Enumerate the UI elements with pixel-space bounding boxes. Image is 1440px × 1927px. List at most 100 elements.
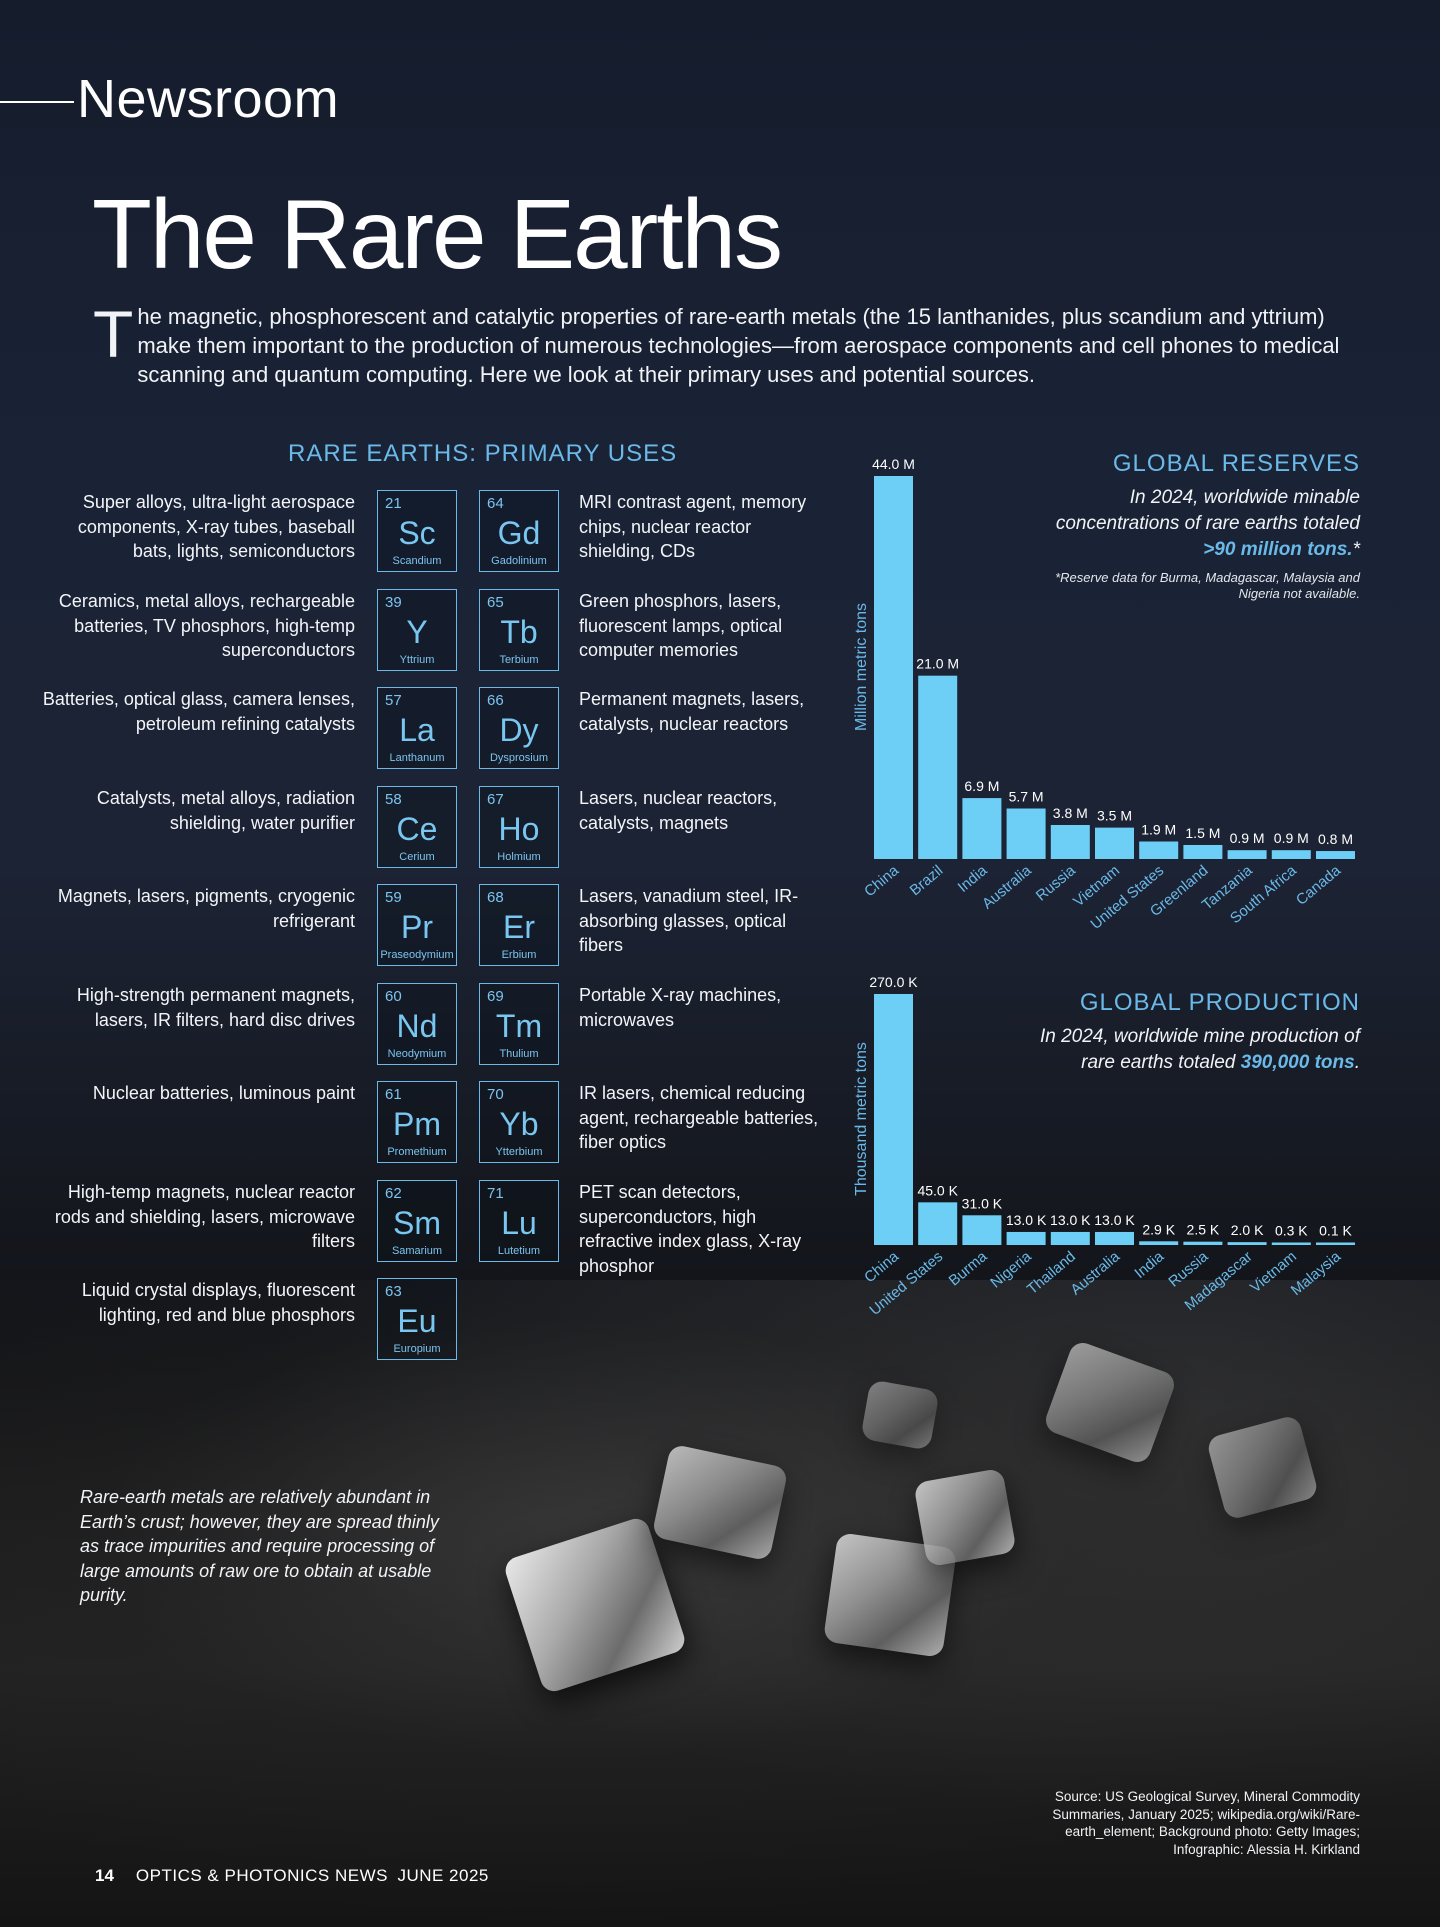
bar-thailand <box>1050 1231 1090 1244</box>
element-name: Gadolinium <box>491 555 547 567</box>
element-use-left-5: High-strength permanent magnets, lasers,… <box>76 985 355 1030</box>
element-use-right-5: Portable X-ray machines, microwaves <box>579 985 782 1030</box>
element-use-right-7: PET scan detectors, superconductors, hig… <box>579 1182 802 1276</box>
data-label: 0.3 K <box>1275 1223 1308 1239</box>
background-photo-sand <box>0 1280 1440 1927</box>
section-label: Newsroom <box>77 69 340 129</box>
metal-nugget-4 <box>913 1467 1017 1568</box>
bar-canada <box>1316 851 1355 858</box>
bar-india <box>1139 1241 1179 1244</box>
element-number: 58 <box>385 791 402 808</box>
element-name: Holmium <box>497 851 541 863</box>
element-number: 69 <box>487 988 504 1005</box>
bar-russia <box>1050 825 1090 858</box>
element-name: Samarium <box>391 1245 443 1257</box>
element-tile-left-0: 21 Sc Scandium <box>377 490 457 572</box>
element-number: 57 <box>385 692 402 709</box>
element-symbol: Lu <box>501 1205 537 1241</box>
data-label: 270.0 K <box>869 974 918 990</box>
reserves-heading: GLOBAL RESERVES <box>1112 450 1360 477</box>
element-tile-right-3: 67 Ho Holmium <box>479 786 559 868</box>
uses-heading: RARE EARTHS: PRIMARY USES <box>288 440 678 467</box>
element-name: Promethium <box>387 1146 447 1158</box>
bar-united-states <box>918 1202 958 1244</box>
element-number: 70 <box>487 1086 504 1103</box>
category-label: Brazil <box>907 862 947 899</box>
data-label: 3.5 M <box>1097 808 1132 824</box>
y-axis-label: Thousand metric tons <box>853 1042 870 1196</box>
element-symbol: Ho <box>498 811 540 847</box>
data-label: 0.9 M <box>1230 830 1265 846</box>
element-symbol: Tm <box>495 1008 543 1044</box>
bar-india <box>962 798 1002 858</box>
bar-china <box>874 476 913 858</box>
reserves-summary-text: In 2024, worldwide minable concentration… <box>1055 487 1360 534</box>
publication-name: OPTICS & PHOTONICS NEWS <box>135 1866 388 1885</box>
element-name: Erbium <box>501 949 537 961</box>
element-number: 68 <box>487 889 504 906</box>
element-number: 67 <box>487 791 504 808</box>
element-tile-right-5: 69 Tm Thulium <box>479 983 559 1065</box>
category-label: Australia <box>1067 1248 1123 1299</box>
element-tile-left-5: 60 Nd Neodymium <box>377 983 457 1065</box>
element-use-right-3: Lasers, nuclear reactors, catalysts, mag… <box>579 788 778 833</box>
element-symbol: Yb <box>499 1106 539 1142</box>
production-summary-total: 390,000 tons <box>1240 1052 1355 1073</box>
data-label: 2.0 K <box>1231 1222 1264 1238</box>
element-use-left-6: Nuclear batteries, luminous paint <box>92 1083 355 1103</box>
data-label: 2.5 K <box>1187 1222 1220 1238</box>
bar-china <box>874 994 913 1244</box>
page-folio: 14 OPTICS & PHOTONICS NEWS JUNE 2025 <box>95 1866 489 1886</box>
category-label: India <box>955 862 991 896</box>
element-use-right-4: Lasers, vanadium steel, IR-absorbing gla… <box>579 886 799 955</box>
element-symbol: Ce <box>396 811 438 847</box>
element-name: Praseodymium <box>380 949 454 961</box>
element-use-left-4: Magnets, lasers, pigments, cryogenic ref… <box>57 886 355 931</box>
production-summary-period: . <box>1354 1052 1360 1073</box>
element-use-right-1: Green phosphors, lasers, fluorescent lam… <box>579 591 783 660</box>
element-tile-left-6: 61 Pm Promethium <box>377 1081 457 1163</box>
data-label: 13.0 K <box>1050 1212 1091 1228</box>
element-symbol: Y <box>406 614 428 650</box>
element-number: 63 <box>385 1283 402 1300</box>
element-symbol: Pm <box>393 1106 441 1142</box>
element-name: Terbium <box>499 654 539 666</box>
category-label: Burma <box>946 1248 991 1290</box>
intro-dropcap: T <box>93 297 134 371</box>
element-number: 21 <box>385 495 402 512</box>
bar-malaysia <box>1316 1242 1355 1244</box>
intro-text: he magnetic, phosphorescent and catalyti… <box>137 304 1340 387</box>
page-number: 14 <box>95 1866 114 1885</box>
bar-madagascar <box>1227 1242 1267 1244</box>
element-symbol: La <box>399 712 435 748</box>
source-credits: Source: US Geological Survey, Mineral Co… <box>1052 1789 1360 1857</box>
element-number: 59 <box>385 889 402 906</box>
bar-vietnam <box>1271 1242 1311 1244</box>
element-tile-right-6: 70 Yb Ytterbium <box>479 1081 559 1163</box>
category-label: India <box>1131 1248 1167 1282</box>
metal-nugget-7 <box>860 1379 940 1451</box>
element-name: Lanthanum <box>389 752 445 764</box>
element-use-right-0: MRI contrast agent, memory chips, nuclea… <box>579 492 807 561</box>
element-use-left-1: Ceramics, metal alloys, rechargeable bat… <box>58 591 355 660</box>
element-number: 60 <box>385 988 402 1005</box>
category-label: Australia <box>979 862 1035 913</box>
y-axis-label: Million metric tons <box>853 603 870 731</box>
bar-australia <box>1095 1231 1134 1244</box>
bar-brazil <box>918 675 958 858</box>
section-rule <box>0 101 74 103</box>
element-symbol: Pr <box>401 909 433 945</box>
element-number: 39 <box>385 594 402 611</box>
data-label: 0.9 M <box>1274 830 1309 846</box>
element-name: Ytterbium <box>495 1146 543 1158</box>
data-label: 1.5 M <box>1185 825 1220 841</box>
element-tile-right-2: 66 Dy Dysprosium <box>479 687 559 769</box>
element-name: Lutetium <box>497 1245 541 1257</box>
bar-australia <box>1006 808 1046 858</box>
element-tile-left-3: 58 Ce Cerium <box>377 786 457 868</box>
bar-united-states <box>1139 841 1179 858</box>
reserves-summary-total: >90 million tons. <box>1203 539 1353 560</box>
data-label: 2.9 K <box>1142 1221 1175 1237</box>
